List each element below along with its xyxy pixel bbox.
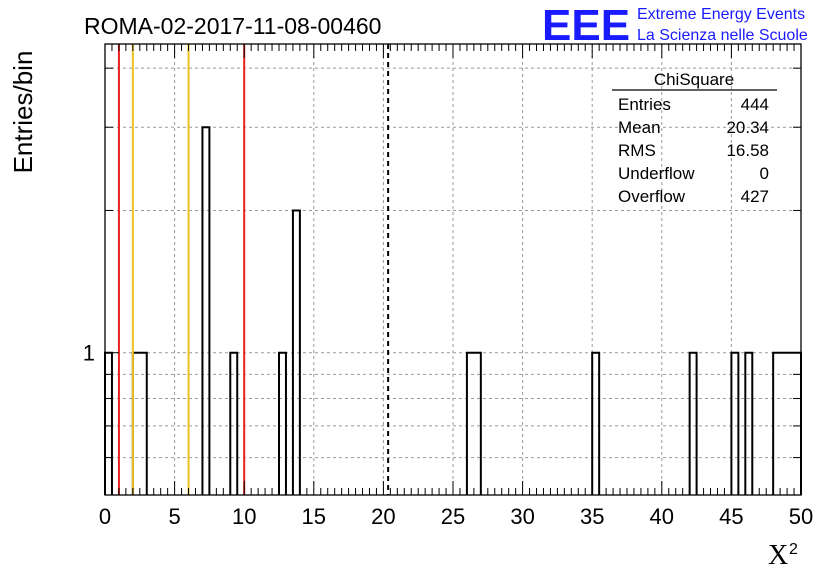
chart-title: ROMA-02-2017-11-08-00460 [84,13,381,39]
x-tick-label: 25 [441,504,465,529]
stats-row-label: RMS [618,141,656,160]
x-tick-label: 35 [580,504,604,529]
x-axis-label: X 2 [768,540,798,571]
histogram-bar [278,351,287,495]
stats-row-label: Underflow [618,164,695,183]
histogram-bar [201,126,211,495]
x-tick-label: 15 [302,504,326,529]
x-axis-label-base: X [768,540,788,571]
x-tick-label: 0 [99,504,111,529]
logo-line-1: Extreme Energy Events [637,6,805,23]
y-axis-label: Entries/bin [8,51,38,174]
y-axis-ticks: 1 [83,67,801,459]
histogram-bar [291,209,301,495]
y-tick-label: 1 [83,341,95,366]
stats-box: ChiSquare Entries 444 Mean 20.34 RMS 16.58 Und… [612,70,777,206]
x-tick-label: 45 [719,504,743,529]
histogram-bar [730,351,740,495]
stats-row-label: Overflow [618,187,686,206]
logo-mark: EEE [542,1,630,50]
x-tick-label: 5 [168,504,180,529]
stats-row-label: Entries [618,95,671,114]
histogram-bar [744,351,754,495]
x-tick-label: 30 [510,504,534,529]
histogram-bar [688,351,698,495]
x-axis-ticks: 0 5 10 15 20 25 30 35 40 45 50 [99,44,813,529]
stats-row-value: 444 [741,95,769,114]
stats-row-value: 0 [760,164,769,183]
x-tick-label: 50 [789,504,813,529]
stats-row-value: 16.58 [726,141,769,160]
stats-rows: Entries 444 Mean 20.34 RMS 16.58 Underflow 0 Ove… [618,95,769,206]
logo-line-2: La Scienza nelle Scuole [637,27,808,44]
x-axis-label-superscript: 2 [789,541,798,558]
histogram-bar [131,351,148,495]
stats-row-value: 427 [741,187,769,206]
eee-logo: EEE Extreme Energy Events La Scienza nel… [542,1,808,50]
x-tick-label: 10 [232,504,256,529]
stats-row-label: Mean [618,118,661,137]
stats-row-value: 20.34 [726,118,769,137]
histogram-bar [465,351,482,495]
x-tick-label: 20 [371,504,395,529]
histogram-bar [591,351,601,495]
grid [105,44,801,495]
reference-lines [117,44,390,495]
x-tick-label: 40 [650,504,674,529]
histogram-bar [229,351,239,495]
stats-title: ChiSquare [654,70,734,89]
